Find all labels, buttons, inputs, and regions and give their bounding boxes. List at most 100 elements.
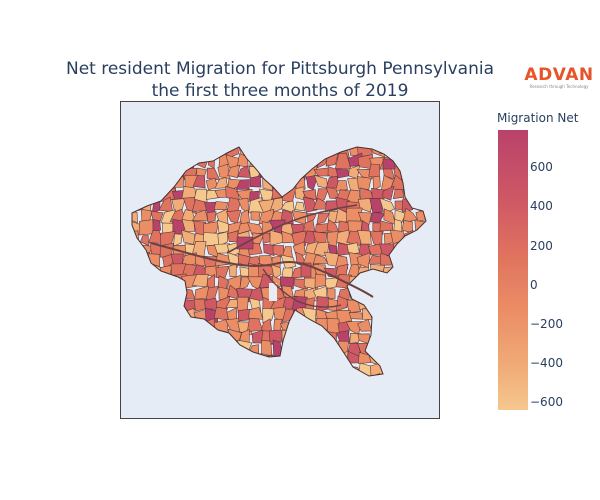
block-group-cell[interactable] — [326, 330, 338, 347]
block-group-cell[interactable] — [149, 309, 166, 320]
block-group-cell[interactable] — [291, 340, 307, 353]
block-group-cell[interactable] — [202, 332, 219, 345]
block-group-cell[interactable] — [171, 352, 185, 367]
block-group-cell[interactable] — [281, 340, 295, 358]
block-group-cell[interactable] — [295, 351, 306, 368]
block-group-cell[interactable] — [137, 339, 153, 358]
block-group-cell[interactable] — [326, 339, 338, 356]
block-group-cell[interactable] — [401, 301, 417, 312]
block-group-cell[interactable] — [425, 231, 436, 242]
block-group-cell[interactable] — [169, 285, 184, 301]
block-group-cell[interactable] — [213, 201, 229, 211]
block-group-cell[interactable] — [205, 318, 216, 333]
block-group-cell[interactable] — [151, 145, 165, 158]
block-group-cell[interactable] — [238, 352, 249, 369]
block-group-cell[interactable] — [424, 197, 437, 211]
block-group-cell[interactable] — [217, 163, 231, 180]
block-group-cell[interactable] — [161, 329, 175, 344]
block-group-cell[interactable] — [263, 243, 275, 257]
block-group-cell[interactable] — [191, 319, 207, 333]
block-group-cell[interactable] — [259, 375, 275, 387]
block-group-cell[interactable] — [378, 342, 395, 355]
block-group-cell[interactable] — [372, 175, 381, 191]
block-group-cell[interactable] — [348, 311, 363, 320]
block-group-cell[interactable] — [194, 340, 207, 358]
block-group-cell[interactable] — [163, 351, 176, 366]
block-group-cell[interactable] — [405, 285, 417, 298]
block-group-cell[interactable] — [262, 153, 275, 170]
block-group-cell[interactable] — [400, 307, 418, 323]
block-group-cell[interactable] — [249, 353, 263, 367]
block-group-cell[interactable] — [140, 321, 152, 336]
block-group-cell[interactable] — [271, 142, 286, 155]
block-group-cell[interactable] — [180, 332, 196, 343]
block-group-cell[interactable] — [369, 197, 383, 213]
block-group-cell[interactable] — [390, 352, 407, 368]
block-group-cell[interactable] — [148, 177, 163, 191]
block-group-cell[interactable] — [193, 143, 206, 157]
block-group-cell[interactable] — [379, 351, 394, 367]
block-group-cell[interactable] — [159, 300, 175, 312]
block-group-cell[interactable] — [357, 352, 372, 364]
block-group-cell[interactable] — [402, 374, 414, 388]
block-group-cell[interactable] — [128, 179, 143, 191]
block-group-cell[interactable] — [416, 176, 427, 191]
block-group-cell[interactable] — [271, 187, 284, 200]
block-group-cell[interactable] — [378, 375, 393, 389]
block-group-cell[interactable] — [193, 188, 208, 203]
block-group-cell[interactable] — [180, 319, 196, 331]
block-group-cell[interactable] — [249, 175, 262, 188]
block-group-cell[interactable] — [215, 331, 228, 345]
block-group-cell[interactable] — [383, 318, 396, 336]
block-group-cell[interactable] — [393, 344, 406, 357]
block-group-cell[interactable] — [294, 143, 308, 159]
block-group-cell[interactable] — [225, 363, 241, 378]
block-group-cell[interactable] — [283, 373, 298, 388]
block-group-cell[interactable] — [324, 363, 340, 377]
block-group-cell[interactable] — [346, 242, 360, 255]
block-group-cell[interactable] — [325, 372, 339, 386]
block-group-cell[interactable] — [150, 156, 165, 171]
block-group-cell[interactable] — [391, 143, 403, 158]
block-group-cell[interactable] — [207, 363, 217, 377]
block-group-cell[interactable] — [150, 351, 163, 366]
block-group-cell[interactable] — [414, 351, 428, 368]
block-group-cell[interactable] — [370, 212, 386, 223]
block-group-cell[interactable] — [127, 252, 142, 269]
block-group-cell[interactable] — [282, 362, 297, 377]
block-group-cell[interactable] — [150, 332, 163, 345]
block-group-cell[interactable] — [217, 231, 228, 247]
block-group-cell[interactable] — [141, 185, 150, 201]
block-group-cell[interactable] — [138, 308, 153, 320]
block-group-cell[interactable] — [424, 178, 438, 188]
block-group-cell[interactable] — [215, 350, 231, 365]
block-group-cell[interactable] — [262, 232, 271, 244]
block-group-cell[interactable] — [412, 307, 426, 323]
block-group-cell[interactable] — [302, 362, 318, 378]
block-group-cell[interactable] — [136, 351, 151, 367]
block-group-cell[interactable] — [181, 353, 196, 365]
block-group-cell[interactable] — [174, 377, 183, 390]
block-group-cell[interactable] — [147, 188, 161, 200]
block-group-cell[interactable] — [279, 143, 293, 158]
block-group-cell[interactable] — [204, 352, 220, 367]
block-group-cell[interactable] — [424, 352, 438, 369]
block-group-cell[interactable] — [382, 158, 396, 170]
block-group-cell[interactable] — [213, 306, 230, 321]
block-group-cell[interactable] — [150, 297, 164, 314]
block-group-cell[interactable] — [235, 179, 250, 190]
block-group-cell[interactable] — [227, 352, 242, 367]
block-group-cell[interactable] — [152, 219, 162, 232]
block-group-cell[interactable] — [423, 264, 437, 278]
block-group-cell[interactable] — [313, 174, 329, 189]
block-group-cell[interactable] — [356, 168, 373, 180]
block-group-cell[interactable] — [207, 377, 218, 390]
block-group-cell[interactable] — [126, 320, 141, 334]
block-group-cell[interactable] — [428, 221, 439, 235]
block-group-cell[interactable] — [415, 164, 427, 180]
block-group-cell[interactable] — [413, 190, 425, 203]
block-group-cell[interactable] — [314, 343, 327, 355]
block-group-cell[interactable] — [316, 212, 330, 225]
block-group-cell[interactable] — [334, 363, 350, 378]
block-group-cell[interactable] — [148, 320, 161, 333]
